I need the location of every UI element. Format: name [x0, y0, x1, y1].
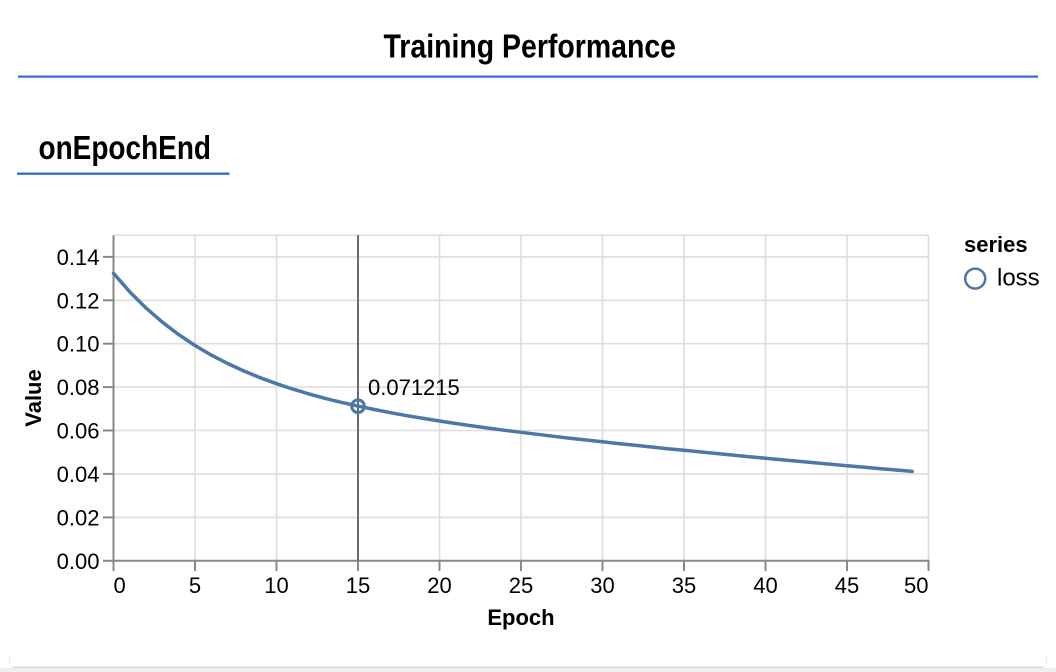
svg-text:Training Performance: Training Performance [384, 28, 677, 65]
svg-text:0.04: 0.04 [57, 462, 100, 487]
svg-text:series: series [964, 232, 1028, 257]
svg-text:35: 35 [672, 573, 696, 598]
svg-text:20: 20 [427, 573, 451, 598]
svg-text:25: 25 [509, 573, 533, 598]
svg-text:loss: loss [997, 264, 1040, 291]
svg-text:0.10: 0.10 [57, 332, 100, 357]
svg-text:10: 10 [264, 573, 288, 598]
svg-text:Value: Value [21, 369, 46, 426]
svg-text:0.12: 0.12 [57, 288, 100, 313]
svg-text:40: 40 [753, 573, 777, 598]
svg-text:0.02: 0.02 [57, 505, 100, 530]
svg-text:0.00: 0.00 [57, 549, 100, 574]
svg-text:45: 45 [835, 573, 859, 598]
svg-text:50: 50 [904, 573, 928, 598]
svg-text:0: 0 [114, 573, 126, 598]
svg-text:0.06: 0.06 [57, 419, 100, 444]
svg-text:0.14: 0.14 [57, 245, 100, 270]
svg-text:0.08: 0.08 [57, 375, 100, 400]
svg-text:0.071215: 0.071215 [368, 375, 460, 400]
svg-text:onEpochEnd: onEpochEnd [39, 129, 212, 166]
svg-text:5: 5 [189, 573, 201, 598]
svg-text:Epoch: Epoch [487, 605, 554, 630]
svg-text:15: 15 [346, 573, 370, 598]
svg-text:30: 30 [590, 573, 614, 598]
